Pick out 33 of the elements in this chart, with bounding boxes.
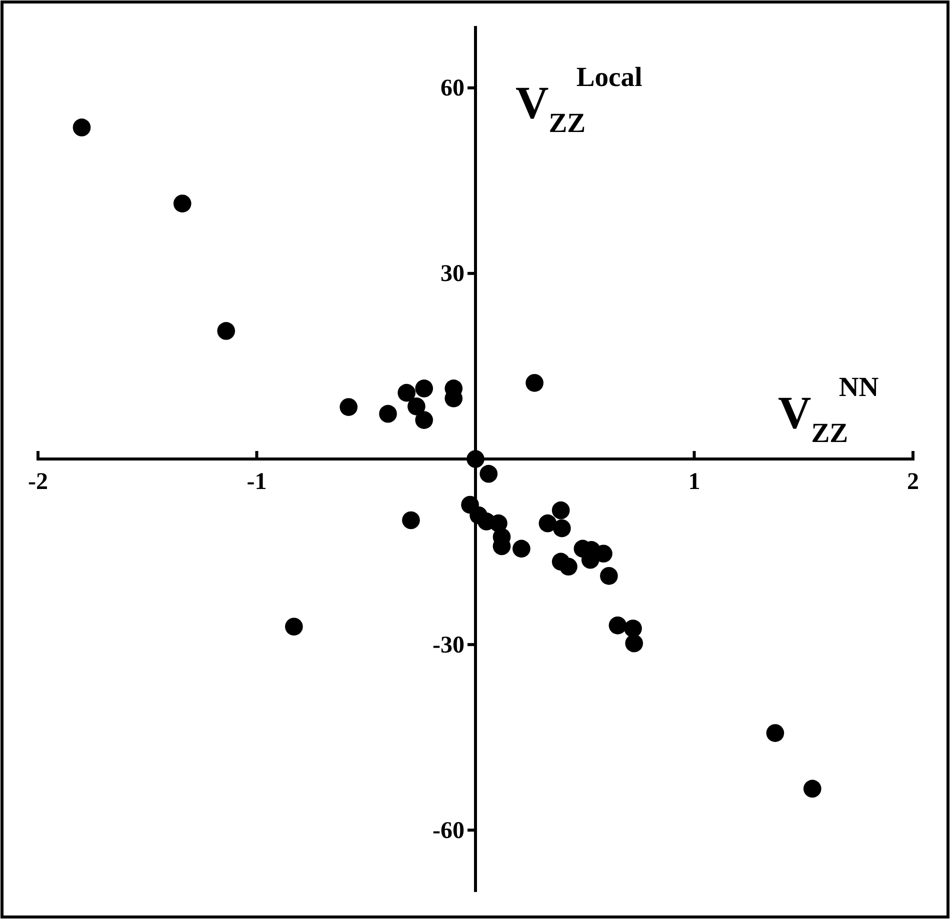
x-tick-label: 1: [688, 469, 700, 495]
point: [379, 404, 397, 423]
point: [600, 567, 618, 585]
point: [526, 374, 544, 392]
point: [408, 398, 426, 416]
point: [398, 384, 416, 402]
point: [415, 380, 434, 398]
x-tick-label: -1: [246, 469, 267, 495]
x-tick-label: -2: [28, 469, 48, 495]
point: [552, 501, 570, 520]
point: [173, 194, 192, 212]
point: [608, 616, 627, 634]
y-tick-label: -60: [432, 818, 464, 844]
point: [480, 464, 498, 483]
point: [402, 511, 420, 530]
point: [466, 450, 484, 468]
y-tick-label: 60: [440, 76, 464, 102]
point: [766, 724, 784, 742]
point: [624, 620, 642, 638]
point: [512, 540, 530, 558]
point: [803, 780, 822, 798]
point: [538, 514, 557, 532]
y-tick-label: 30: [440, 261, 464, 288]
x-tick-label: 2: [907, 469, 919, 495]
y-tick-label: -30: [432, 632, 464, 658]
point: [217, 322, 236, 340]
point: [415, 411, 434, 429]
point: [72, 118, 91, 136]
point: [340, 398, 358, 416]
point: [285, 618, 303, 636]
point: [560, 558, 578, 576]
point: [625, 634, 644, 652]
point: [552, 519, 571, 538]
